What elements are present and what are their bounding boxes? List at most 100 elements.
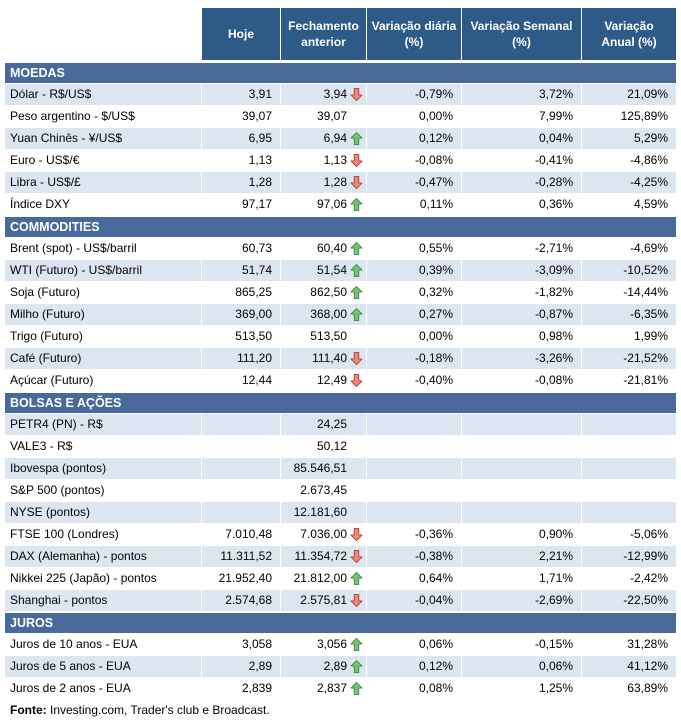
fechamento-cell: 12,49 — [280, 370, 366, 391]
hoje-value: 2,839 — [201, 678, 280, 699]
trend-placeholder — [347, 106, 365, 127]
variacao-diaria-value: -0,08% — [366, 150, 461, 171]
hoje-value: 2.574,68 — [201, 590, 280, 611]
table-row: WTI (Futuro) - US$/barril 51,74 51,54 0,39%… — [5, 260, 676, 282]
hoje-value: 1,28 — [201, 172, 280, 193]
row-label: Milho (Futuro) — [10, 307, 85, 321]
variacao-anual-value: -14,44% — [581, 282, 676, 303]
trend-placeholder — [347, 436, 365, 457]
fechamento-value: 60,40 — [316, 241, 347, 255]
fechamento-cell: 51,54 — [280, 260, 366, 281]
trend-placeholder — [347, 502, 365, 523]
table-row: Trigo (Futuro) 513,50 513,50 0,00% 0,98% 1,99… — [5, 326, 676, 348]
hoje-value: 1,13 — [201, 150, 280, 171]
up-arrow-icon — [347, 304, 365, 325]
fechamento-value: 368,00 — [310, 307, 347, 321]
table-row: Café (Futuro) 111,20 111,40 -0,18% -3,26% -21… — [5, 348, 676, 370]
variacao-semanal-value: -0,28% — [461, 172, 581, 193]
variacao-semanal-value: 0,90% — [461, 524, 581, 545]
fechamento-value: 50,12 — [316, 439, 347, 453]
up-arrow-icon — [347, 282, 365, 303]
fechamento-value: 2,89 — [323, 659, 347, 673]
variacao-diaria-value — [366, 480, 461, 501]
down-arrow-icon — [347, 172, 365, 193]
fechamento-cell: 2,89 — [280, 656, 366, 677]
row-label: Açúcar (Futuro) — [10, 373, 94, 387]
row-label: WTI (Futuro) - US$/barril — [10, 263, 143, 277]
variacao-diaria-value: 0,06% — [366, 634, 461, 655]
down-arrow-icon — [347, 348, 365, 369]
table-row: Brent (spot) - US$/barril 60,73 60,40 0,55%… — [5, 238, 676, 260]
row-label: Juros de 5 anos - EUA — [10, 659, 131, 673]
fechamento-value: 39,07 — [316, 109, 347, 123]
variacao-semanal-value: 0,06% — [461, 656, 581, 677]
col-header-fechamento-anterior: Fechamento anterior — [280, 8, 366, 60]
variacao-anual-value — [581, 480, 676, 501]
table-row: Nikkei 225 (Japão) - pontos 21.952,40 21.8… — [5, 568, 676, 590]
fechamento-cell: 1,28 — [280, 172, 366, 193]
row-label: Trigo (Futuro) — [10, 329, 83, 343]
variacao-diaria-value: 0,12% — [366, 656, 461, 677]
fechamento-cell: 3,056 — [280, 634, 366, 655]
table-row: Juros de 2 anos - EUA 2,839 2,837 0,08% 1,25… — [5, 678, 676, 700]
section-header: MOEDAS — [5, 62, 676, 84]
variacao-diaria-value: -0,47% — [366, 172, 461, 193]
hoje-value — [201, 458, 280, 479]
hoje-value: 3,91 — [201, 84, 280, 105]
trend-placeholder — [347, 480, 365, 501]
fechamento-value: 12,49 — [316, 373, 347, 387]
row-label: Juros de 10 anos - EUA — [10, 637, 138, 651]
fechamento-cell: 6,94 — [280, 128, 366, 149]
row-label: PETR4 (PN) - R$ — [10, 417, 103, 431]
variacao-anual-value: -4,86% — [581, 150, 676, 171]
up-arrow-icon — [347, 194, 365, 215]
variacao-diaria-value: -0,18% — [366, 348, 461, 369]
variacao-semanal-value: -3,09% — [461, 260, 581, 281]
variacao-anual-value — [581, 414, 676, 435]
hoje-value — [201, 502, 280, 523]
variacao-diaria-value: 0,27% — [366, 304, 461, 325]
variacao-diaria-value: -0,40% — [366, 370, 461, 391]
fechamento-value: 862,50 — [310, 285, 347, 299]
row-label: Euro - US$/€ — [10, 153, 80, 167]
row-label: DAX (Alemanha) - pontos — [10, 549, 147, 563]
table-row: VALE3 - R$ 50,12 — [5, 436, 676, 458]
row-label: Café (Futuro) — [10, 351, 82, 365]
row-label: Shanghai - pontos — [10, 593, 108, 607]
variacao-semanal-value — [461, 414, 581, 435]
variacao-anual-value: -4,25% — [581, 172, 676, 193]
hoje-value: 39,07 — [201, 106, 280, 127]
variacao-semanal-value: 0,98% — [461, 326, 581, 347]
variacao-anual-value: -5,06% — [581, 524, 676, 545]
up-arrow-icon — [347, 678, 365, 699]
table-row: Libra - US$/£ 1,28 1,28 -0,47% -0,28% -4,25% — [5, 172, 676, 194]
fechamento-value: 11.354,72 — [294, 549, 348, 563]
hoje-value: 11.311,52 — [201, 546, 280, 567]
trend-placeholder — [347, 326, 365, 347]
row-label: S&P 500 (pontos) — [10, 483, 105, 497]
variacao-diaria-value — [366, 502, 461, 523]
variacao-anual-value — [581, 458, 676, 479]
source-text: Investing.com, Trader's club e Broadcast… — [46, 703, 270, 717]
table-row: Açúcar (Futuro) 12,44 12,49 -0,40% -0,08% -21… — [5, 370, 676, 392]
hoje-value — [201, 414, 280, 435]
fechamento-value: 6,94 — [323, 131, 347, 145]
fechamento-cell: 85.546,51 — [280, 458, 366, 479]
variacao-anual-value: 63,89% — [581, 678, 676, 699]
variacao-semanal-value: -3,26% — [461, 348, 581, 369]
table-row: Índice DXY 97,17 97,06 0,11% 0,36% 4,59% — [5, 194, 676, 216]
down-arrow-icon — [347, 370, 365, 391]
table-row: Juros de 5 anos - EUA 2,89 2,89 0,12% 0,06% 4… — [5, 656, 676, 678]
hoje-value: 97,17 — [201, 194, 280, 215]
hoje-value: 513,50 — [201, 326, 280, 347]
fechamento-value: 51,54 — [316, 263, 347, 277]
down-arrow-icon — [347, 546, 365, 567]
variacao-semanal-value: -2,69% — [461, 590, 581, 611]
fechamento-cell: 12.181,60 — [280, 502, 366, 523]
variacao-anual-value: -21,52% — [581, 348, 676, 369]
variacao-anual-value: 5,29% — [581, 128, 676, 149]
table-row: Dólar - R$/US$ 3,91 3,94 -0,79% 3,72% 21,09% — [5, 84, 676, 106]
fechamento-cell: 513,50 — [280, 326, 366, 347]
row-label: Peso argentino - $/US$ — [10, 109, 135, 123]
table-row: NYSE (pontos) 12.181,60 — [5, 502, 676, 524]
